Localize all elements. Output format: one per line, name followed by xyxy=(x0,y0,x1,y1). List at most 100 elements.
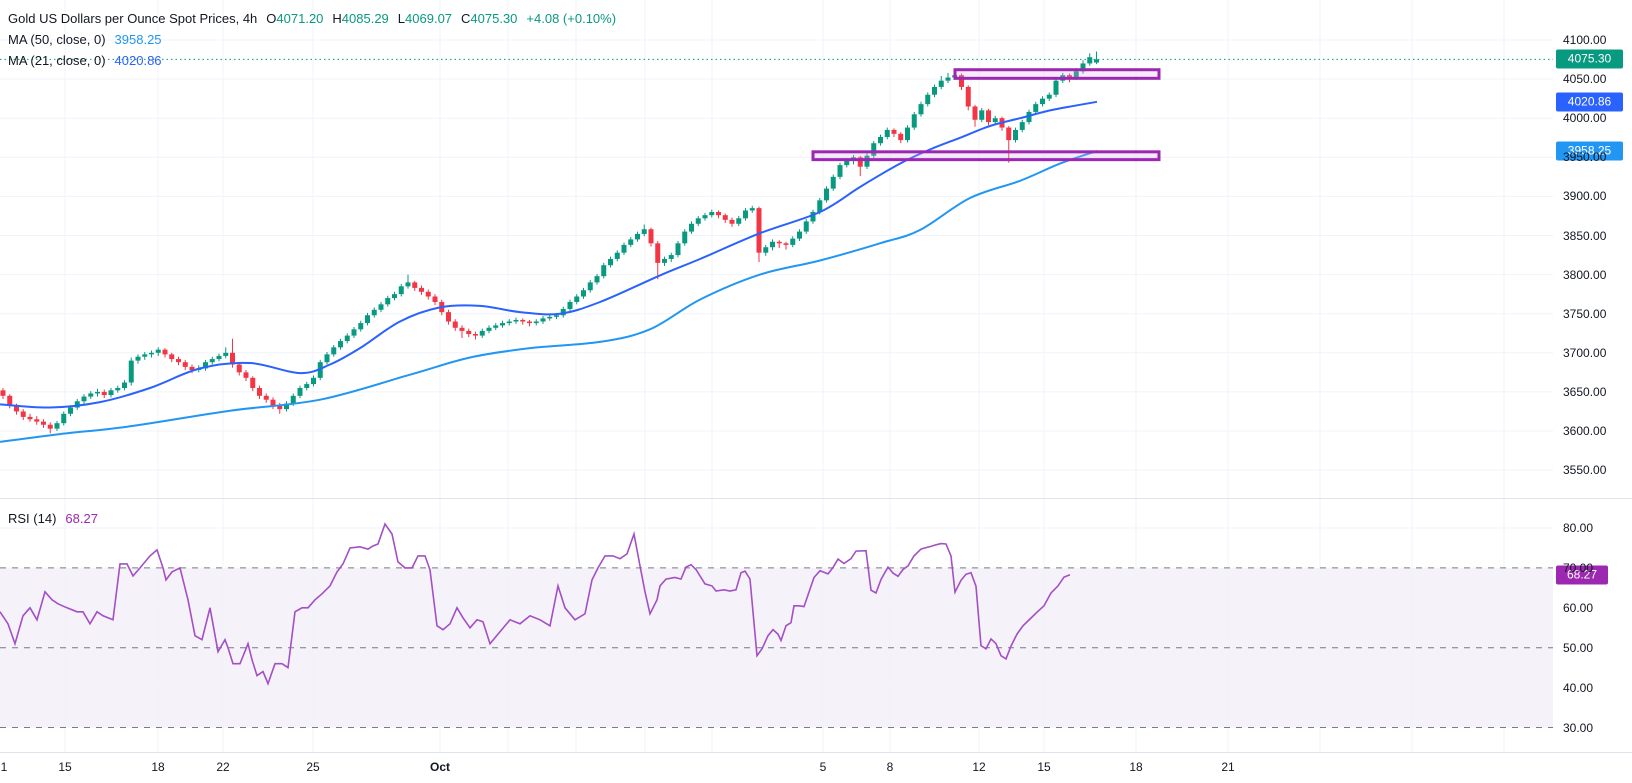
price-tick-label: 3850.00 xyxy=(1563,228,1607,243)
candle-up xyxy=(500,323,505,326)
candle-up xyxy=(1087,57,1093,64)
time-tick-label: 15 xyxy=(58,760,72,774)
rsi-tick-label: 70.00 xyxy=(1563,560,1594,575)
time-tick-label: 12 xyxy=(972,760,986,774)
candle-down xyxy=(101,391,107,396)
price-tick-label: 3650.00 xyxy=(1563,384,1607,399)
candle-up xyxy=(992,118,998,123)
candle-down xyxy=(1006,127,1012,141)
close-label: C xyxy=(461,11,471,26)
price-zone xyxy=(811,150,1161,162)
symbol-legend-row[interactable]: Gold US Dollars per Ounce Spot Prices, 4… xyxy=(8,8,616,29)
candle-up xyxy=(668,255,674,259)
ma50-legend-row[interactable]: MA (50, close, 0) 3958.25 xyxy=(8,29,616,50)
candle-down xyxy=(7,395,13,406)
rsi-value: 68.27 xyxy=(65,511,98,526)
candle-down xyxy=(986,110,991,123)
price-tick-label: 3800.00 xyxy=(1563,267,1607,282)
candle-down xyxy=(520,319,526,322)
candle-up xyxy=(1094,59,1099,63)
symbol-title: Gold US Dollars per Ounce Spot Prices, 4… xyxy=(8,11,258,26)
rsi-tick-label: 60.00 xyxy=(1563,600,1594,615)
candle-up xyxy=(864,155,870,167)
rsi-tick-label: 40.00 xyxy=(1563,680,1594,695)
time-tick-label: 15 xyxy=(1037,760,1051,774)
ma50-line xyxy=(0,150,1098,443)
candle-down xyxy=(898,133,904,141)
legend: Gold US Dollars per Ounce Spot Prices, 4… xyxy=(8,8,616,71)
candle-up xyxy=(68,407,73,414)
candle-up xyxy=(479,330,485,336)
candle-down xyxy=(41,421,46,425)
candle-up xyxy=(506,321,512,324)
candle-up xyxy=(554,315,559,317)
candle-down xyxy=(20,411,26,417)
candle-up xyxy=(1013,129,1018,141)
candle-up xyxy=(770,241,775,248)
rsi-legend-row[interactable]: RSI (14) 68.27 xyxy=(8,509,98,529)
low-label: L xyxy=(397,11,406,26)
price-tick-label: 3750.00 xyxy=(1563,306,1607,321)
price-tick-label: 3700.00 xyxy=(1563,345,1607,360)
candle-up xyxy=(547,316,553,319)
rsi-tick-label: 80.00 xyxy=(1563,521,1594,535)
candle-down xyxy=(783,243,789,245)
candle-up xyxy=(594,276,600,283)
candle-down xyxy=(776,241,782,244)
candle-down xyxy=(857,157,863,167)
candle-up xyxy=(209,359,215,363)
low-value: 4069.07 xyxy=(405,11,453,26)
rsi-label: RSI (14) xyxy=(8,511,57,526)
candle-up xyxy=(223,352,229,356)
candle-up xyxy=(979,110,985,120)
candle-up xyxy=(1019,122,1025,130)
candle-down xyxy=(419,287,424,292)
candle-up xyxy=(338,341,343,348)
candle-up xyxy=(560,309,566,316)
candle-up xyxy=(74,401,80,408)
candle-up xyxy=(398,286,404,295)
candle-down xyxy=(527,321,532,324)
ma50-price-badge: 3958.25 xyxy=(1556,141,1623,161)
high-label: H xyxy=(332,11,342,26)
ma50-label: MA (50, close, 0) xyxy=(8,32,106,47)
candle-down xyxy=(263,395,269,400)
time-tick-label: 1 xyxy=(0,760,8,774)
ma21-legend-row[interactable]: MA (21, close, 0) 4020.86 xyxy=(8,50,616,71)
candle-up xyxy=(884,129,890,137)
price-zone xyxy=(953,68,1161,80)
high-value: 4085.29 xyxy=(341,11,389,26)
candle-up xyxy=(142,354,148,357)
candle-up xyxy=(1033,104,1039,112)
candle-up xyxy=(365,315,370,324)
rsi-tick-label: 30.00 xyxy=(1563,720,1594,735)
candle-up xyxy=(803,221,809,232)
candle-up xyxy=(1080,63,1086,72)
candle-down xyxy=(655,243,661,263)
candle-up xyxy=(297,387,303,396)
time-axis-strip xyxy=(0,752,1632,783)
candle-up xyxy=(918,104,924,115)
candle-down xyxy=(972,106,978,120)
rsi-value-badge: 68.27 xyxy=(1556,565,1608,585)
candle-up xyxy=(216,355,222,360)
rsi-tick-label: 50.00 xyxy=(1563,640,1594,655)
candle-down xyxy=(47,424,53,429)
candle-up xyxy=(709,212,715,216)
candle-down xyxy=(257,387,262,396)
candle-up xyxy=(1040,98,1045,105)
price-tick-label: 3900.00 xyxy=(1563,189,1607,204)
time-tick-label: 8 xyxy=(886,760,894,774)
candle-up xyxy=(614,252,620,259)
pane-separator[interactable] xyxy=(0,498,1632,499)
candle-down xyxy=(27,416,33,420)
candle-up xyxy=(581,290,586,297)
time-tick-label: 25 xyxy=(306,760,320,774)
candle-down xyxy=(189,366,195,371)
candle-up xyxy=(749,208,755,211)
rsi-band xyxy=(0,567,1553,728)
candle-up xyxy=(324,354,330,363)
candle-up xyxy=(871,143,877,156)
candle-up xyxy=(331,347,337,355)
